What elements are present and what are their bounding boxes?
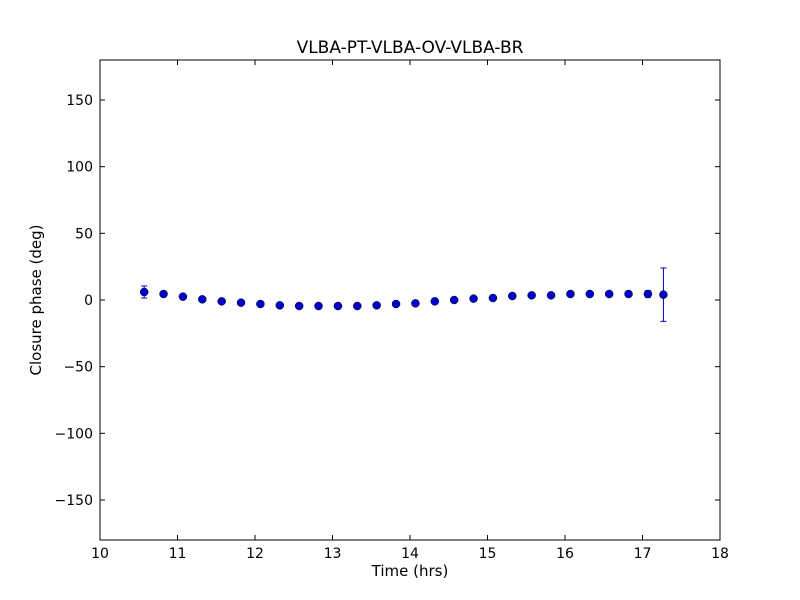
- data-point: [217, 297, 226, 306]
- x-tick-label: 11: [169, 546, 187, 562]
- y-tick-label: 100: [66, 160, 93, 176]
- data-point: [469, 294, 478, 303]
- data-point: [546, 291, 556, 300]
- data-point: [333, 301, 343, 311]
- data-point: [508, 291, 517, 301]
- data-point: [353, 301, 362, 311]
- data-point: [236, 298, 246, 307]
- y-tick-label: 50: [75, 226, 93, 242]
- y-tick-label: 0: [84, 293, 93, 309]
- x-tick-label: 15: [479, 546, 497, 562]
- data-point: [566, 289, 575, 299]
- data-point: [391, 299, 401, 309]
- data-point: [159, 289, 168, 299]
- data-point: [585, 289, 595, 299]
- data-point: [449, 295, 459, 305]
- x-tick-label: 16: [556, 546, 574, 562]
- y-tick-label: −50: [63, 360, 93, 376]
- data-point: [256, 299, 265, 309]
- x-tick-label: 10: [91, 546, 109, 562]
- data-markers: [139, 287, 668, 311]
- data-point: [624, 289, 633, 299]
- axis-ticks: 10 11 12 13 14 15 16 17 18 −150 −100 −50 0 50 100 150: [55, 60, 729, 562]
- x-tick-label: 17: [634, 546, 652, 562]
- x-tick-label: 18: [711, 546, 729, 562]
- y-axis-label: Closure phase (deg): [27, 225, 45, 376]
- data-point: [294, 301, 304, 311]
- data-point: [178, 292, 188, 301]
- y-tick-label: 150: [66, 93, 93, 109]
- data-point: [527, 291, 536, 300]
- data-point: [314, 301, 323, 311]
- data-point: [372, 301, 381, 310]
- data-point: [604, 289, 614, 299]
- data-point: [411, 299, 420, 308]
- data-point: [643, 289, 653, 299]
- y-tick-label: −150: [55, 493, 93, 509]
- x-tick-label: 13: [324, 546, 342, 562]
- data-point: [139, 287, 149, 297]
- data-point: [430, 297, 440, 306]
- chart-title: VLBA-PT-VLBA-OV-VLBA-BR: [297, 38, 524, 58]
- data-point: [659, 290, 668, 299]
- x-axis-label: Time (hrs): [371, 562, 449, 580]
- x-tick-label: 12: [246, 546, 264, 562]
- y-tick-label: −100: [55, 426, 93, 442]
- plot-frame: [99, 59, 721, 541]
- data-point: [275, 301, 285, 310]
- data-point: [198, 295, 207, 304]
- x-tick-label: 14: [401, 546, 419, 562]
- data-point: [488, 293, 498, 303]
